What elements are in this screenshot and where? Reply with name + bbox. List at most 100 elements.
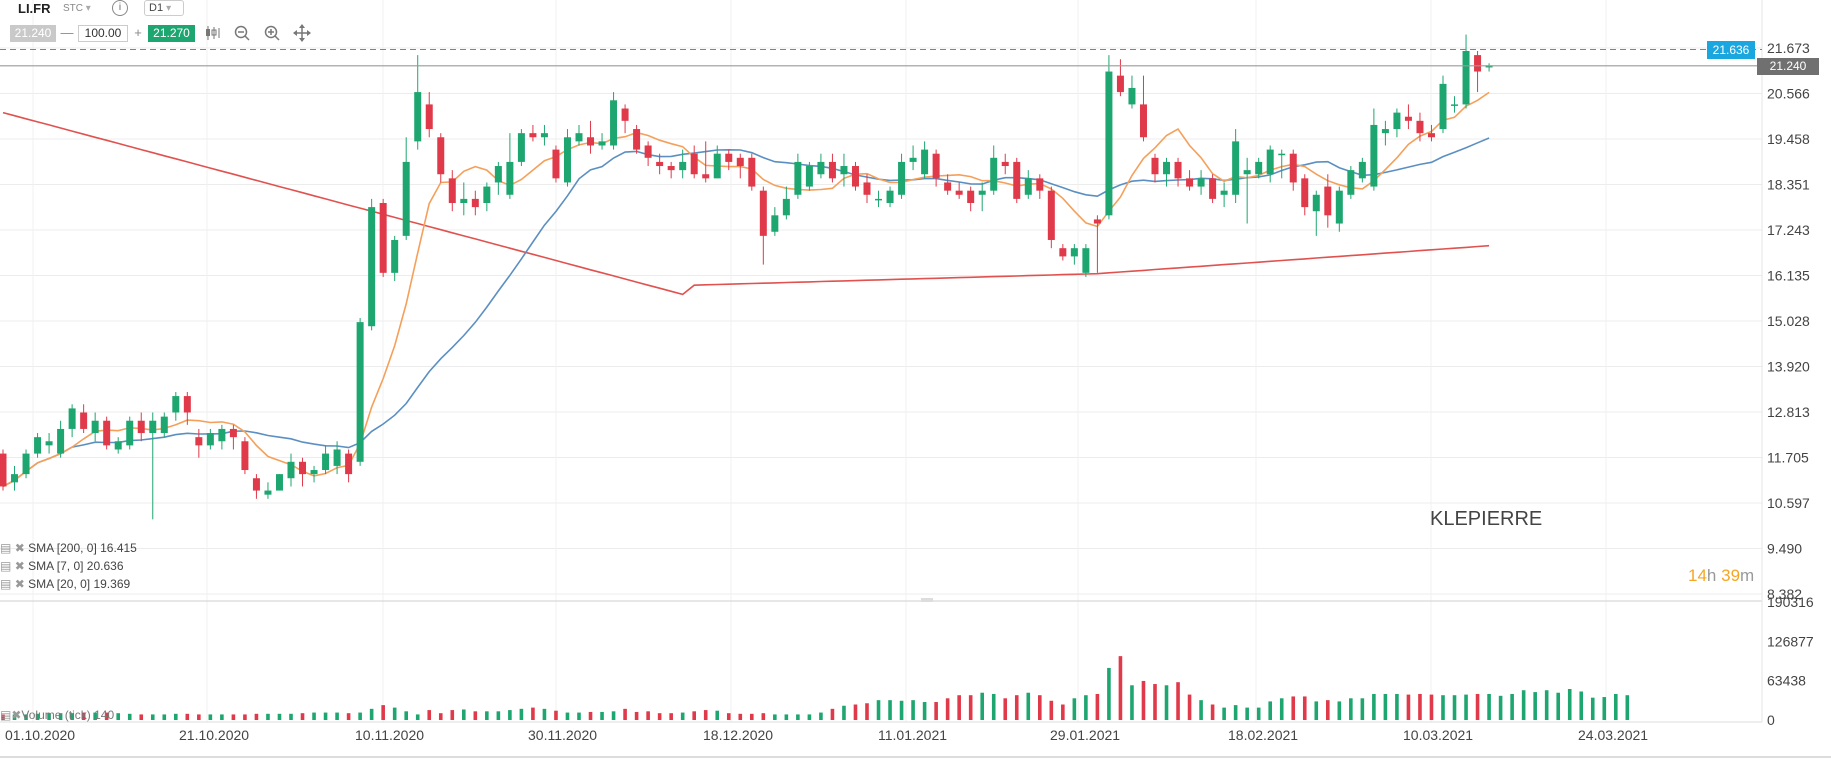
volume-bar <box>1314 701 1319 720</box>
quantity-field[interactable]: 100.00 <box>78 25 128 42</box>
volume-bar <box>58 713 63 720</box>
candle-body <box>598 141 606 146</box>
candle-body <box>1255 161 1263 175</box>
volume-tick-label: 63438 <box>1767 673 1806 689</box>
price-tick-label: 21.673 <box>1767 40 1810 56</box>
volume-bar <box>577 712 581 720</box>
chevron-down-icon: ▾ <box>166 3 172 14</box>
candle-body <box>667 166 675 171</box>
volume-bar <box>1337 701 1342 720</box>
volume-bar <box>35 713 40 720</box>
candle-body <box>1036 178 1044 191</box>
price-tick-label: 12.813 <box>1767 404 1810 420</box>
candle-body <box>1462 50 1470 105</box>
info-icon[interactable]: i <box>112 0 128 16</box>
volume-bar <box>692 711 696 720</box>
zoom-in-icon[interactable] <box>263 24 281 42</box>
candle-body <box>22 453 30 475</box>
volume-legend[interactable]: ▤✖Volume (tick) 140 <box>0 708 115 722</box>
volume-bar <box>369 708 374 720</box>
candle-body <box>356 322 364 462</box>
candle-body <box>137 420 145 434</box>
close-icon[interactable]: ✖ <box>14 541 25 555</box>
volume-bar <box>1498 695 1503 720</box>
pan-icon[interactable] <box>293 24 311 42</box>
sma20-legend[interactable]: ▤ ✖ SMA [20, 0] 19.369 <box>0 577 131 591</box>
candle-body <box>379 202 387 273</box>
volume-bar <box>1544 690 1549 720</box>
instrument-type[interactable]: STC ▾ <box>63 3 91 14</box>
indicator-settings-icon[interactable]: ▤ <box>0 708 12 722</box>
candle-body <box>345 453 353 475</box>
volume-bar <box>1602 697 1607 720</box>
date-tick-label: 01.10.2020 <box>5 727 75 743</box>
indicator-settings-icon[interactable]: ▤ <box>0 577 12 591</box>
volume-bar <box>876 700 881 720</box>
symbol-label[interactable]: LI.FR <box>18 1 51 16</box>
candle-body <box>1370 124 1378 187</box>
indicator-settings-icon[interactable]: ▤ <box>0 541 12 555</box>
indicator-settings-icon[interactable]: ▤ <box>0 559 12 573</box>
volume-bar <box>104 712 109 720</box>
volume-bar <box>611 711 616 720</box>
candle-body <box>287 461 295 479</box>
volume-bar <box>1406 694 1411 720</box>
candle-body <box>183 396 191 413</box>
volume-bar <box>1153 684 1157 720</box>
candle-body <box>1474 55 1482 72</box>
candle-body <box>414 92 422 142</box>
sma7-legend[interactable]: ▤ ✖ SMA [7, 0] 20.636 <box>0 559 124 573</box>
candle-body <box>1358 161 1366 179</box>
volume-bar <box>1014 695 1019 720</box>
volume-bar <box>162 714 167 720</box>
candle-body <box>978 190 986 195</box>
volume-bar <box>968 695 973 720</box>
price-tick-label: 18.351 <box>1767 176 1810 192</box>
volume-bar <box>266 713 270 720</box>
quantity-increase-button[interactable]: + <box>134 25 142 40</box>
price-tick-label: 10.597 <box>1767 495 1810 511</box>
quantity-decrease-button[interactable]: — <box>60 25 74 40</box>
volume-bar <box>150 714 155 720</box>
candle-body <box>275 474 283 491</box>
volume-bar <box>750 713 754 720</box>
candle-body <box>759 190 767 236</box>
volume-bar <box>980 692 984 720</box>
volume-bar <box>1302 696 1307 720</box>
volume-bar <box>1095 693 1100 720</box>
volume-bar <box>1579 691 1584 720</box>
volume-bar <box>1556 692 1560 720</box>
close-icon[interactable]: ✖ <box>14 577 25 591</box>
volume-bar <box>1429 694 1434 720</box>
candle-body <box>11 474 19 483</box>
candle-body <box>863 182 871 195</box>
volume-bar <box>300 713 305 720</box>
candle-body <box>506 161 514 195</box>
candle-body <box>333 449 341 466</box>
candle-body <box>736 157 744 167</box>
timeframe-select[interactable]: D1 ▾ <box>144 0 184 16</box>
close-icon[interactable]: ✖ <box>14 559 25 573</box>
close-icon[interactable]: ✖ <box>11 708 22 722</box>
bid-price[interactable]: 21.240 <box>10 25 56 42</box>
chart-type-icon[interactable] <box>204 24 222 42</box>
candle-body <box>1209 178 1217 199</box>
candle-body <box>195 437 203 446</box>
sma200-legend[interactable]: ▤ ✖ SMA [200, 0] 16.415 <box>0 541 137 555</box>
candle-body <box>587 137 595 146</box>
candle-body <box>1174 161 1182 179</box>
candle-body <box>1485 65 1493 68</box>
volume-bar <box>47 713 51 720</box>
candle-body <box>529 133 537 138</box>
sma200-line <box>2 111 1490 296</box>
date-tick-label: 10.03.2021 <box>1403 727 1473 743</box>
volume-bar <box>807 714 812 720</box>
candle-body <box>575 133 583 142</box>
volume-bar <box>174 713 178 720</box>
ask-price[interactable]: 21.270 <box>148 25 195 42</box>
price-tick-label: 15.028 <box>1767 313 1810 329</box>
candle-body <box>955 190 963 195</box>
zoom-out-icon[interactable] <box>233 24 251 42</box>
candle-body <box>1047 190 1055 240</box>
